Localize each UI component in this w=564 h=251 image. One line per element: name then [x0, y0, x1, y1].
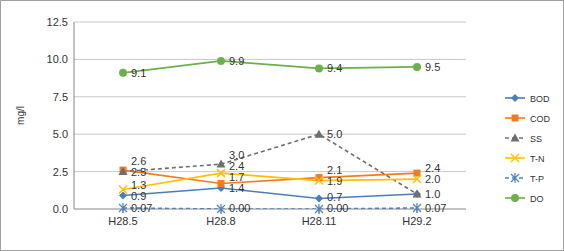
legend-marker [511, 134, 520, 142]
marker [119, 69, 127, 77]
marker [217, 169, 225, 177]
legend-label: T-N [530, 154, 545, 164]
data-label: 2.0 [425, 173, 440, 185]
grid-line [74, 96, 466, 97]
marker [315, 195, 323, 203]
x-tick-label: H28.11 [302, 215, 337, 227]
y-tick-label: 10.0 [47, 53, 68, 65]
data-label: 1.4 [229, 182, 244, 194]
data-label: 2.4 [425, 162, 440, 174]
series-line [123, 134, 417, 194]
series-line [123, 188, 417, 198]
y-axis-label: mg/l [15, 106, 26, 125]
legend-marker [512, 115, 519, 122]
marker [217, 160, 226, 168]
series-line [123, 208, 417, 209]
marker [217, 57, 225, 65]
marker [315, 204, 323, 214]
y-tick-label: 0.0 [53, 203, 68, 215]
chart-border [1, 1, 564, 251]
marker [218, 180, 225, 187]
x-tick-label: H28.8 [206, 215, 235, 227]
marker [315, 130, 324, 138]
data-label: 2.5 [131, 166, 146, 178]
legend-label: BOD [530, 94, 550, 104]
y-tick-label: 2.5 [53, 166, 68, 178]
legend: BOD COD SS T-N T-P DO [505, 94, 551, 204]
data-label: 0.07 [131, 202, 152, 214]
data-label: 1.0 [425, 188, 440, 200]
x-tick-label: H28.5 [108, 215, 137, 227]
data-label: 1.9 [327, 175, 342, 187]
data-label: 9.5 [425, 61, 440, 73]
data-label: 5.0 [327, 128, 342, 140]
marker [413, 190, 421, 198]
data-label: 0.00 [327, 202, 348, 214]
chart: 0.0 2.5 5.0 7.5 10.0 12.5 mg/l H28.5 H28.8 H28.11… [0, 0, 564, 251]
y-tick-label: 7.5 [53, 91, 68, 103]
data-label: 0.9 [131, 190, 146, 202]
marker [119, 203, 127, 213]
data-label: 1.7 [229, 171, 244, 183]
marker [119, 167, 128, 175]
series-line [123, 61, 417, 73]
data-label: 0.07 [425, 202, 446, 214]
legend-label: COD [530, 114, 551, 124]
y-tick-label: 12.5 [47, 16, 68, 28]
y-axis [74, 22, 75, 209]
x-tick-label: H29.2 [402, 215, 431, 227]
data-label: 2.1 [327, 164, 342, 176]
marker [413, 63, 421, 71]
data-label: 9.1 [131, 67, 146, 79]
grid-line [74, 59, 466, 60]
marker [413, 203, 421, 213]
marker [414, 170, 421, 177]
data-label: 9.9 [229, 55, 244, 67]
legend-marker [511, 173, 519, 183]
marker [217, 204, 225, 214]
marker [119, 186, 127, 194]
legend-label: T-P [530, 174, 544, 184]
data-label: 0.7 [327, 191, 342, 203]
data-label: 2.6 [131, 155, 146, 167]
legend-marker [511, 154, 519, 162]
data-label: 3.0 [229, 149, 244, 161]
legend-marker [511, 94, 519, 102]
marker [315, 177, 323, 185]
grid-line [74, 134, 466, 135]
data-label: 9.4 [327, 62, 342, 74]
legend-label: DO [530, 194, 544, 204]
y-tick-label: 5.0 [53, 128, 68, 140]
lines [123, 61, 417, 209]
legend-marker [511, 194, 519, 202]
marker [413, 190, 422, 198]
markers [119, 57, 422, 214]
grid-line [74, 22, 466, 23]
series-line [123, 173, 417, 189]
marker [315, 64, 323, 72]
data-label: 2.4 [229, 160, 244, 172]
legend-label: SS [530, 134, 542, 144]
marker [413, 175, 421, 183]
data-label: 0.00 [229, 202, 250, 214]
data-label: 1.3 [131, 179, 146, 191]
